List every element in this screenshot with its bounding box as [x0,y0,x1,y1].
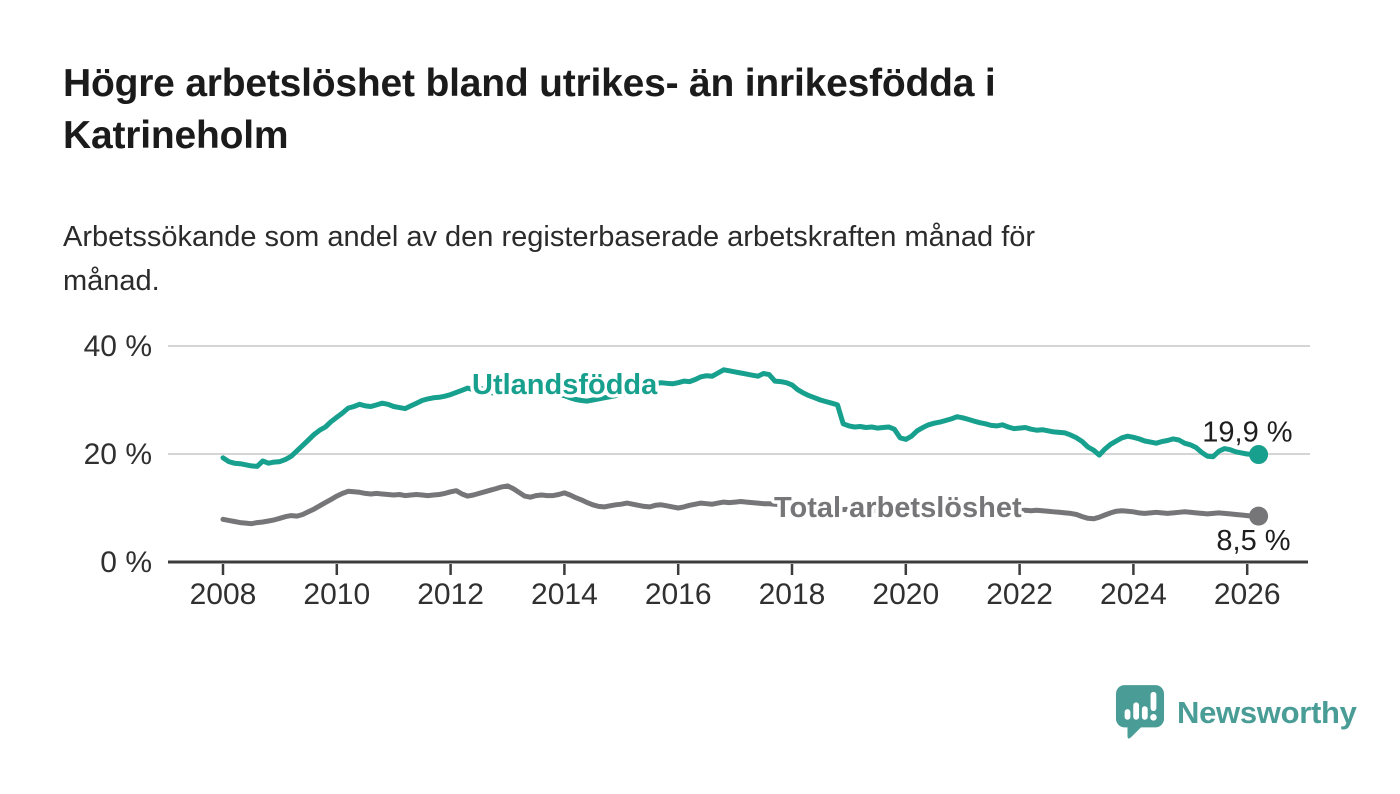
x-tick-label: 2014 [531,578,598,611]
newsworthy-logo-icon [1115,685,1165,739]
newsworthy-logo-text: Newsworthy [1177,694,1357,730]
series-end-dot [1249,506,1269,526]
chart-title-line: Katrineholm [63,114,289,157]
series-inline-label: Total arbetslöshet [774,492,1022,524]
y-tick-label: 40 % [84,330,152,363]
y-tick-label: 20 % [84,438,152,471]
x-tick-label: 2016 [645,578,712,611]
series-line-utlandsfodda [220,367,1262,469]
chart-title: Högre arbetslöshet bland utrikes- än inr… [63,58,1243,162]
chart-subtitle: Arbetssökande som andel av den registerb… [63,215,1293,303]
x-tick-label: 2024 [1100,578,1167,611]
chart-subtitle-line: månad. [63,265,160,297]
end-value-label: 8,5 % [1216,525,1290,557]
series-end-dot [1249,445,1269,465]
x-tick-label: 2022 [986,578,1053,611]
end-value-label: 19,9 % [1202,417,1292,449]
x-tick-label: 2008 [190,578,257,611]
x-tick-label: 2010 [303,578,370,611]
x-tick-label: 2026 [1214,578,1281,611]
x-tick-label: 2018 [759,578,826,611]
chart-subtitle-line: Arbetssökande som andel av den registerb… [63,221,1036,253]
x-tick-label: 2012 [417,578,484,611]
chart-title-line: Högre arbetslöshet bland utrikes- än inr… [63,62,996,105]
series-inline-label: Utlandsfödda [472,369,658,401]
newsworthy-logo: Newsworthy [1115,684,1357,741]
x-tick-label: 2020 [872,578,939,611]
y-tick-label: 0 % [100,546,152,579]
series-line-total-arbetsloshet [220,483,1262,527]
